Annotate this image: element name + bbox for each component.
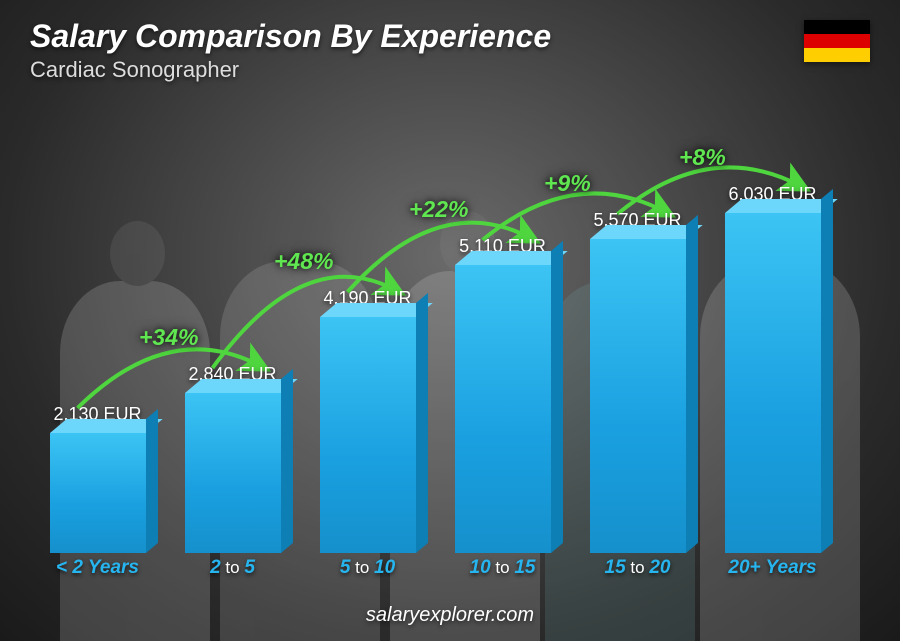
- bar: [185, 393, 281, 553]
- increase-badge: +9%: [544, 170, 591, 197]
- xaxis-label: 5 to 10: [300, 557, 435, 583]
- salary-chart: 2,130 EUR 2,840 EUR 4,190 EUR 5,110 EUR …: [30, 110, 840, 583]
- bar: [590, 239, 686, 553]
- increase-badge: +8%: [679, 144, 726, 171]
- increase-badge: +34%: [139, 324, 198, 351]
- bar: [725, 213, 821, 553]
- xaxis-label: < 2 Years: [30, 557, 165, 583]
- xaxis-label: 15 to 20: [570, 557, 705, 583]
- header: Salary Comparison By Experience Cardiac …: [30, 18, 551, 83]
- bar: [455, 265, 551, 553]
- page-subtitle: Cardiac Sonographer: [30, 57, 551, 83]
- germany-flag-icon: [804, 20, 870, 62]
- increase-badge: +48%: [274, 248, 333, 275]
- xaxis-label: 20+ Years: [705, 557, 840, 583]
- increase-badge: +22%: [409, 196, 468, 223]
- xaxis-labels: < 2 Years2 to 55 to 1010 to 1515 to 2020…: [30, 557, 840, 583]
- footer-brand: salaryexplorer.com: [0, 604, 900, 627]
- bar: [320, 317, 416, 553]
- xaxis-label: 10 to 15: [435, 557, 570, 583]
- bar-slot: 6,030 EUR: [705, 110, 840, 553]
- bar-slot: 4,190 EUR: [300, 110, 435, 553]
- bar: [50, 433, 146, 553]
- page-title: Salary Comparison By Experience: [30, 18, 551, 55]
- xaxis-label: 2 to 5: [165, 557, 300, 583]
